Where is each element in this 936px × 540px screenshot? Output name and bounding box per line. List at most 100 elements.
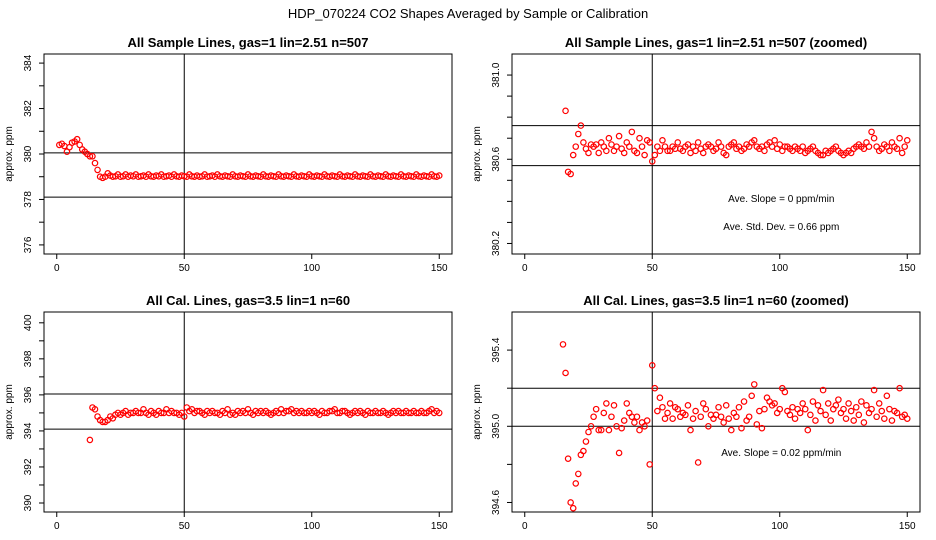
chart3-point: [569, 504, 577, 512]
chart1-point: [664, 147, 671, 155]
chart3-point: [740, 398, 748, 405]
chart3-point: [796, 409, 804, 417]
chart3-point: [822, 411, 829, 419]
chart3-point: [868, 405, 875, 413]
chart3-point: [664, 409, 671, 417]
chart3-xtick-label-1: 50: [647, 521, 659, 532]
chart1-point: [694, 139, 702, 146]
chart2-xtick-label-2: 100: [303, 521, 320, 532]
chart1-point: [595, 149, 603, 157]
chart3-point: [582, 438, 590, 445]
chart3-point: [812, 417, 819, 424]
chart3-point: [682, 411, 689, 419]
chart0-ytick-label-0: 376: [23, 236, 34, 253]
panel-sample-zoom: All Sample Lines, gas=1 lin=2.51 n=507 (…: [472, 35, 921, 274]
chart1-ylabel: approx. ppm: [472, 126, 483, 182]
chart1-xtick-label-3: 150: [899, 263, 916, 274]
chart3-point: [702, 405, 710, 413]
chart3-point: [855, 411, 863, 419]
chart1-point: [659, 137, 666, 144]
chart3-point: [674, 405, 682, 413]
chart3-point: [564, 455, 572, 462]
chart3-point: [827, 417, 835, 424]
chart0-title: All Sample Lines, gas=1 lin=2.51 n=507: [128, 35, 369, 50]
chart1-point: [648, 158, 656, 165]
chart0-plot-frame: [43, 53, 453, 255]
chart1-point: [903, 137, 911, 144]
chart3-point: [883, 392, 891, 400]
chart1-point: [628, 128, 636, 136]
panel-cal: All Cal. Lines, gas=3.5 lin=1 n=60 0 50 100…: [4, 293, 453, 532]
chart3-point: [799, 400, 807, 407]
chart1-point: [580, 139, 587, 146]
chart0-point: [94, 166, 101, 174]
chart1-point: [799, 143, 807, 150]
chart1-xtick-label-1: 50: [647, 263, 659, 274]
chart3-point: [840, 405, 847, 413]
chart3-point: [608, 413, 615, 421]
figure-suptitle: HDP_070224 CO2 Shapes Averaged by Sample…: [288, 6, 648, 21]
chart0-xtick-label-3: 150: [431, 263, 448, 274]
chart0-xtick-label-2: 100: [303, 263, 320, 274]
chart3-xtick-label-0: 0: [522, 521, 528, 532]
chart3-point: [562, 369, 569, 377]
chart3-point: [633, 413, 641, 421]
chart2-point: [86, 436, 94, 444]
chart2-point: [435, 409, 443, 417]
chart3-point: [758, 424, 766, 432]
chart2-ytick-label-6: 396: [23, 386, 34, 403]
chart3-point: [903, 415, 911, 422]
chart3-point: [572, 480, 580, 487]
chart3-point: [587, 422, 595, 430]
chart3-point: [753, 421, 761, 428]
chart3-point: [597, 426, 605, 434]
chart1-ytick-label-8: 381.0: [491, 62, 502, 87]
chart0-point: [196, 173, 203, 181]
chart3-point: [845, 400, 852, 407]
chart1-point: [625, 143, 633, 150]
chart1-xtick-label-2: 100: [771, 263, 788, 274]
chart1-annotation-1: Ave. Std. Dev. = 0.66 ppm: [723, 222, 839, 233]
chart3-point: [880, 415, 888, 422]
chart3-point: [791, 415, 799, 422]
chart1-point: [870, 134, 878, 142]
chart1-point: [717, 143, 725, 150]
chart3-point: [738, 424, 745, 432]
chart0-point: [117, 173, 124, 181]
chart3-point: [807, 411, 814, 419]
chart3-annotation-0: Ave. Slope = 0.02 ppm/min: [721, 448, 841, 459]
chart1-point: [901, 143, 909, 150]
chart1-point: [674, 139, 682, 146]
chart3-point: [875, 400, 883, 407]
chart2-xtick-label-1: 50: [179, 521, 191, 532]
chart2-xtick-label-0: 0: [54, 521, 60, 532]
chart3-point: [745, 413, 753, 421]
chart2-ytick-label-10: 400: [23, 314, 34, 331]
chart1-point: [572, 143, 580, 150]
chart3-point: [567, 499, 574, 506]
chart1-point: [761, 147, 768, 155]
chart3-point: [684, 402, 692, 409]
chart0-xtick-label-0: 0: [54, 263, 60, 274]
chart3-point: [832, 402, 840, 409]
chart1-point: [562, 107, 569, 115]
chart3-point: [750, 381, 758, 388]
chart1-point: [750, 137, 758, 144]
chart1-xtick-label-0: 0: [522, 263, 528, 274]
chart3-point: [574, 470, 582, 478]
chart3-ytick-label-4: 395.4: [491, 337, 502, 362]
chart0-ytick-label-8: 384: [23, 54, 34, 71]
chart3-point: [817, 407, 824, 415]
chart1-point: [574, 130, 582, 138]
chart2-title: All Cal. Lines, gas=3.5 lin=1 n=60: [146, 293, 350, 308]
chart1-point: [898, 149, 906, 157]
chart2-ylabel: approx. ppm: [4, 384, 15, 440]
chart3-point: [858, 398, 865, 405]
chart3-point: [860, 419, 868, 426]
chart0-ylabel: approx. ppm: [4, 126, 15, 182]
chart1-point: [896, 134, 903, 142]
chart1-ytick-label-4: 380.6: [491, 146, 502, 171]
chart3-point: [835, 396, 842, 403]
chart2-plot-frame: [43, 311, 453, 513]
chart3-title: All Cal. Lines, gas=3.5 lin=1 n=60 (zoom…: [583, 293, 849, 308]
